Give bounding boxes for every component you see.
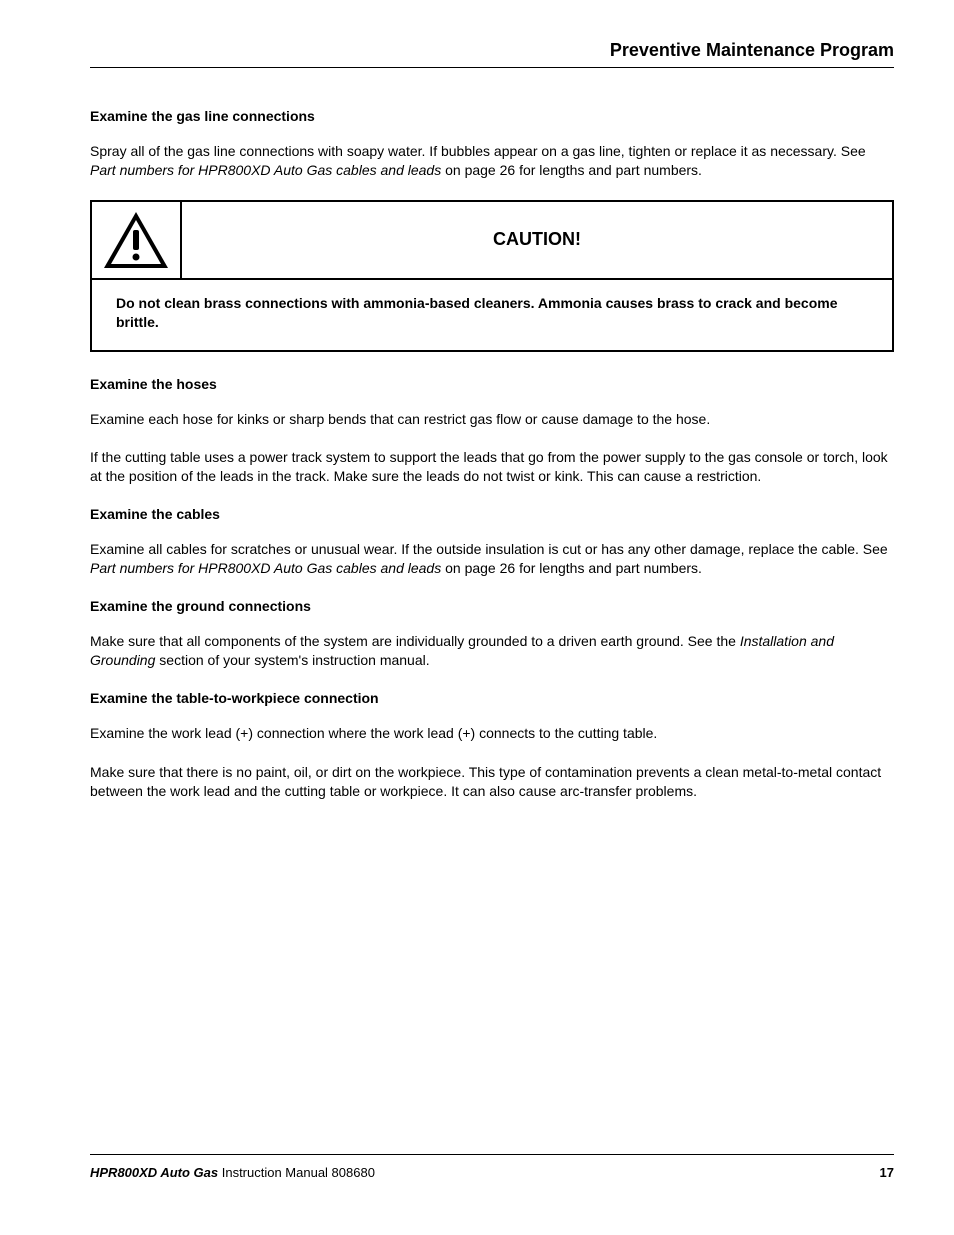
paragraph-table-1: Examine the work lead (+) connection whe… [90, 724, 894, 743]
caution-header-row: CAUTION! [92, 202, 892, 280]
paragraph-ground: Make sure that all components of the sys… [90, 632, 894, 670]
page-header-title: Preventive Maintenance Program [90, 40, 894, 68]
paragraph-hoses-1: Examine each hose for kinks or sharp ben… [90, 410, 894, 429]
heading-ground: Examine the ground connections [90, 598, 894, 614]
text-segment: on page 26 for lengths and part numbers. [441, 162, 702, 178]
heading-gas-line: Examine the gas line connections [90, 108, 894, 124]
text-italic-ref: Part numbers for HPR800XD Auto Gas cable… [90, 162, 441, 178]
caution-body-text: Do not clean brass connections with ammo… [92, 280, 892, 350]
heading-cables: Examine the cables [90, 506, 894, 522]
page-footer: HPR800XD Auto Gas Instruction Manual 808… [90, 1154, 894, 1180]
heading-table-workpiece: Examine the table-to-workpiece connectio… [90, 690, 894, 706]
text-segment: Make sure that all components of the sys… [90, 633, 740, 649]
caution-title: CAUTION! [182, 202, 892, 280]
text-segment: Examine all cables for scratches or unus… [90, 541, 888, 557]
caution-icon-cell [92, 202, 182, 280]
text-italic-ref: Part numbers for HPR800XD Auto Gas cable… [90, 560, 441, 576]
caution-box: CAUTION! Do not clean brass connections … [90, 200, 894, 352]
footer-doc-info: Instruction Manual 808680 [218, 1165, 375, 1180]
text-segment: on page 26 for lengths and part numbers. [441, 560, 702, 576]
text-segment: Spray all of the gas line connections wi… [90, 143, 866, 159]
text-segment: section of your system's instruction man… [155, 652, 429, 668]
paragraph-cables: Examine all cables for scratches or unus… [90, 540, 894, 578]
footer-left: HPR800XD Auto Gas Instruction Manual 808… [90, 1165, 375, 1180]
footer-page-number: 17 [880, 1165, 894, 1180]
paragraph-table-2: Make sure that there is no paint, oil, o… [90, 763, 894, 801]
warning-triangle-icon [102, 210, 170, 270]
heading-hoses: Examine the hoses [90, 376, 894, 392]
footer-product-name: HPR800XD Auto Gas [90, 1165, 218, 1180]
paragraph-gas-line: Spray all of the gas line connections wi… [90, 142, 894, 180]
paragraph-hoses-2: If the cutting table uses a power track … [90, 448, 894, 486]
